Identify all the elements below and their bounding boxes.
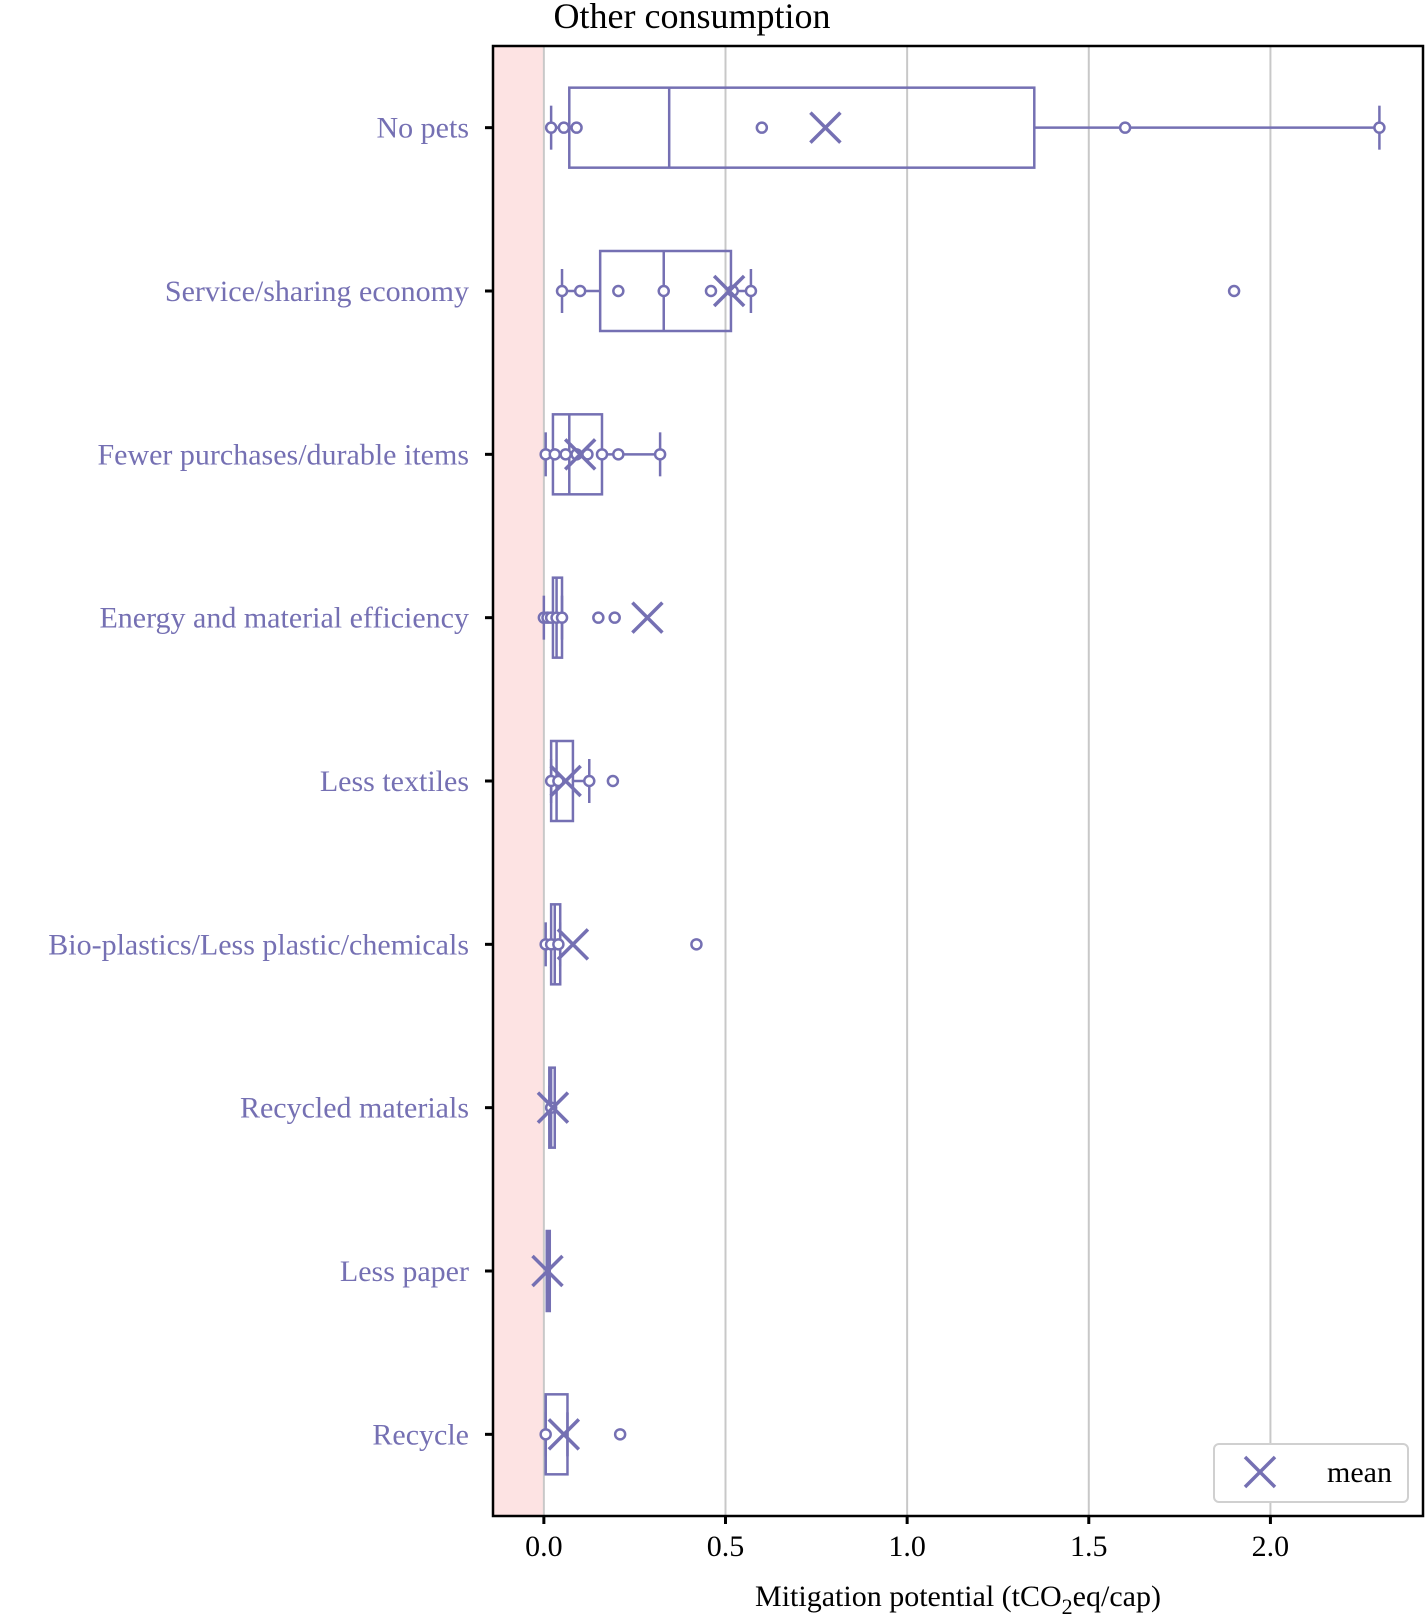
- box-group: Service/sharing economy: [165, 249, 1241, 333]
- category-label: Recycled materials: [240, 1092, 469, 1125]
- data-point: [653, 448, 667, 461]
- chart-title: Other consumption: [554, 0, 831, 36]
- x-tick-label: 0.5: [707, 1530, 745, 1563]
- data-point: [548, 448, 562, 461]
- category-label: Less paper: [340, 1255, 469, 1288]
- legend-label: mean: [1327, 1456, 1392, 1489]
- data-point: [573, 284, 587, 298]
- outlier-point: [608, 611, 621, 624]
- data-point: [704, 284, 718, 298]
- plot-frame: [491, 44, 1425, 1518]
- data-point: [544, 121, 558, 134]
- data-point: [555, 611, 569, 624]
- box-group: Less paper: [340, 1229, 564, 1313]
- box-group: Less textiles: [320, 739, 620, 823]
- data-point: [1118, 121, 1132, 134]
- data-point: [744, 284, 758, 298]
- mean-marker: [549, 764, 582, 798]
- data-point: [570, 121, 583, 134]
- legend-box: [1213, 1443, 1409, 1503]
- mean-marker: [536, 1091, 570, 1124]
- category-label: No pets: [377, 112, 470, 145]
- data-point: [755, 121, 769, 134]
- data-point: [612, 284, 625, 298]
- data-point: [583, 774, 596, 788]
- x-tick-label: 1.5: [1070, 1530, 1108, 1563]
- data-point: [612, 448, 625, 461]
- x-axis-label-suffix: eq/cap): [1073, 1580, 1161, 1613]
- x-axis-label-prefix: Mitigation potential (tCO: [755, 1580, 1062, 1613]
- data-point: [1373, 121, 1386, 134]
- mean-marker: [631, 601, 664, 634]
- data-point: [559, 448, 572, 461]
- x-tick-label: 2.0: [1252, 1530, 1290, 1563]
- box-group: Fewer purchases/durable items: [97, 413, 667, 496]
- mean-marker: [809, 111, 842, 144]
- mean-marker: [531, 1254, 564, 1288]
- box-group: Energy and material efficiency: [99, 576, 664, 659]
- data-point: [552, 938, 565, 951]
- box-group: Recycled materials: [240, 1066, 570, 1149]
- legend: mean: [1213, 1443, 1409, 1503]
- mean-marker: [556, 928, 590, 961]
- category-label: Fewer purchases/durable items: [97, 438, 469, 471]
- category-label: Service/sharing economy: [165, 275, 469, 308]
- data-point: [557, 121, 571, 134]
- data-point: [657, 284, 670, 298]
- mean-marker: [547, 1418, 581, 1451]
- x-axis-label: Mitigation potential (tCO2eq/cap): [755, 1580, 1161, 1615]
- category-label: Recycle: [372, 1418, 469, 1451]
- category-label: Less textiles: [320, 765, 469, 798]
- data-point: [539, 1428, 552, 1441]
- outlier-point: [1227, 284, 1241, 298]
- outlier-point: [690, 938, 703, 951]
- box-group: Recycle: [372, 1393, 627, 1476]
- mean-marker: [712, 274, 746, 308]
- category-label: Energy and material efficiency: [99, 602, 469, 635]
- legend-mean-icon: [1243, 1455, 1277, 1489]
- outlier-point: [606, 774, 620, 788]
- outlier-point: [613, 1428, 627, 1441]
- outlier-point: [592, 611, 605, 624]
- iqr-box: [568, 86, 1036, 169]
- box-group: Bio-plastics/Less plastic/chemicals: [48, 903, 703, 986]
- x-tick-label: 0.0: [525, 1530, 563, 1563]
- shaded-region: [493, 46, 544, 1516]
- x-tick-label: 1.0: [888, 1530, 926, 1563]
- box-group: No pets: [377, 86, 1386, 169]
- x-axis-label-subscript: 2: [1062, 1594, 1073, 1615]
- data-point: [595, 448, 609, 461]
- mean-marker: [563, 438, 597, 471]
- data-point: [555, 284, 569, 298]
- category-label: Bio-plastics/Less plastic/chemicals: [48, 928, 469, 961]
